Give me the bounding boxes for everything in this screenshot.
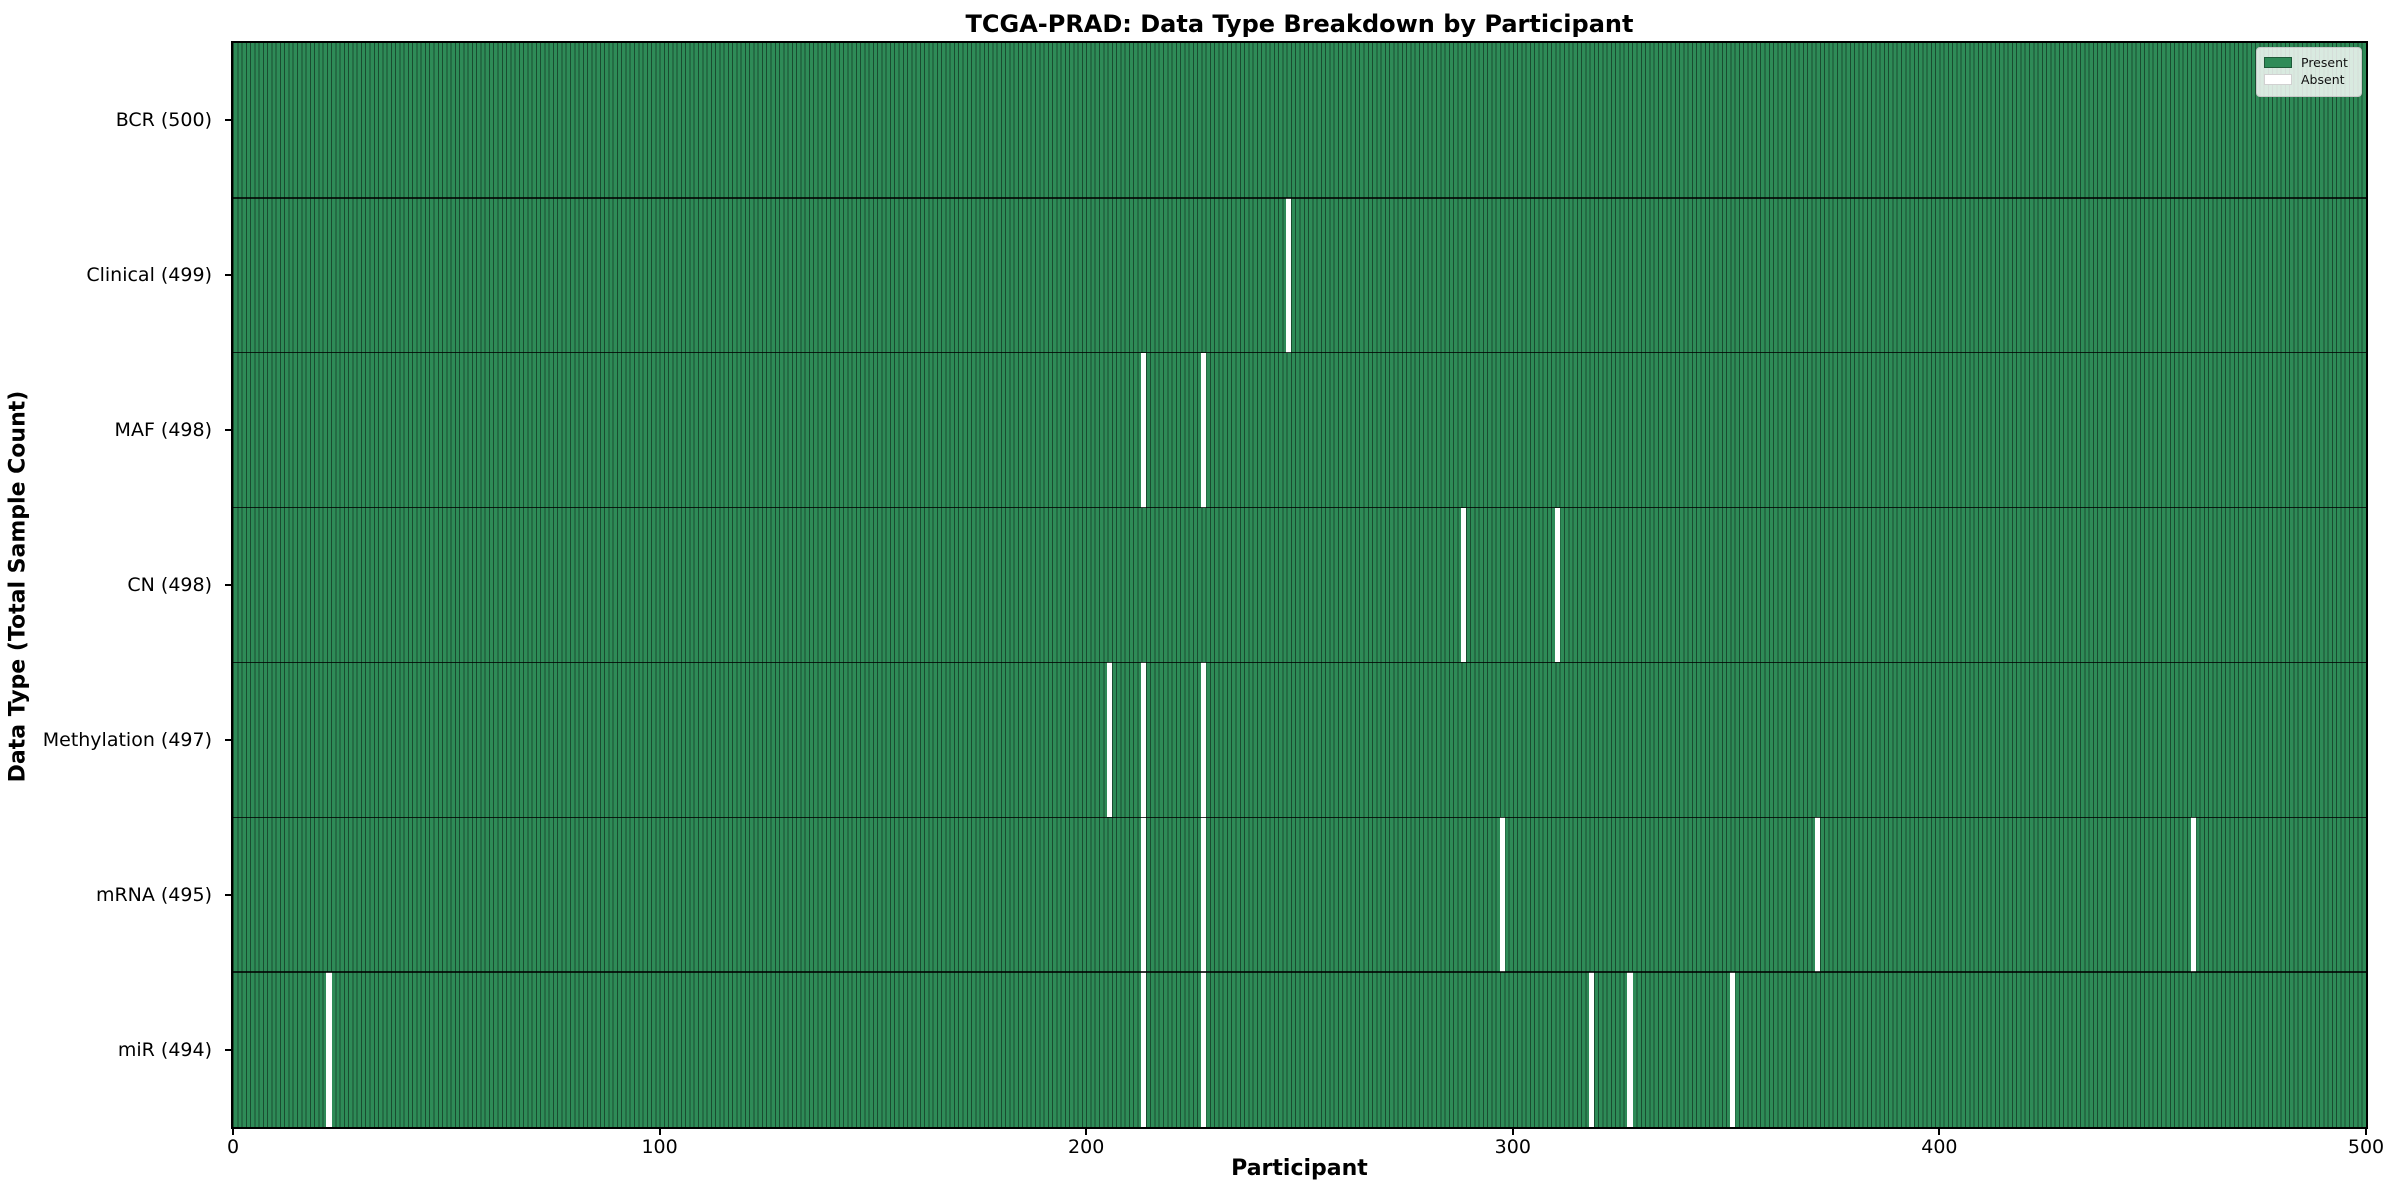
legend-entry-absent: Absent bbox=[2264, 71, 2353, 87]
heatmap-row-mrna bbox=[233, 817, 2366, 973]
legend-entry-present: Present bbox=[2264, 56, 2353, 70]
y-tick-mark bbox=[225, 119, 233, 122]
y-tick-mark bbox=[225, 429, 233, 432]
absent-gap-cn-310 bbox=[1554, 507, 1561, 663]
heatmap-row-methylation bbox=[233, 662, 2366, 818]
row-separator bbox=[233, 352, 2366, 354]
row-separator bbox=[233, 661, 2366, 664]
absent-gap-cn-288 bbox=[1461, 507, 1467, 663]
absent-gap-mrna-371 bbox=[1815, 817, 1821, 973]
x-tick-mark bbox=[1085, 1127, 1088, 1135]
row-separator bbox=[233, 506, 2366, 509]
heatmap-row-clinical bbox=[233, 197, 2366, 353]
y-tick-label-methylation: Methylation (497) bbox=[42, 728, 212, 751]
absent-gap-mrna-459 bbox=[2190, 817, 2196, 973]
absent-gap-mir-351 bbox=[1729, 972, 1736, 1127]
x-tick-label-500: 500 bbox=[2347, 1136, 2385, 1158]
absent-gap-methylation-213 bbox=[1141, 662, 1147, 818]
absent-gap-mrna-213 bbox=[1141, 817, 1147, 973]
row-separator bbox=[233, 971, 2366, 973]
absent-gap-mir-318 bbox=[1589, 972, 1595, 1127]
heatmap-row-bcr bbox=[233, 43, 2366, 198]
legend-label-present: Present bbox=[2301, 55, 2348, 70]
x-axis-label: Participant bbox=[1231, 1156, 1368, 1181]
row-separator bbox=[233, 816, 2366, 818]
x-tick-label-0: 0 bbox=[226, 1136, 240, 1158]
x-tick-label-400: 400 bbox=[1921, 1136, 1958, 1158]
absent-gap-methylation-227 bbox=[1200, 662, 1207, 818]
absent-gap-mrna-227 bbox=[1200, 817, 1207, 973]
heatmap-row-cn bbox=[233, 507, 2366, 663]
row-separator bbox=[233, 197, 2366, 199]
heatmap-row-mir bbox=[233, 972, 2366, 1127]
y-tick-label-bcr: BCR (500) bbox=[115, 109, 212, 132]
x-tick-mark bbox=[2365, 1127, 2367, 1135]
absent-gap-mir-227 bbox=[1200, 972, 1207, 1127]
y-tick-label-mrna: mRNA (495) bbox=[95, 883, 212, 906]
x-tick-label-300: 300 bbox=[1494, 1136, 1531, 1158]
absent-gap-maf-227 bbox=[1200, 352, 1207, 508]
plot-area bbox=[231, 41, 2368, 1129]
y-tick-mark bbox=[225, 274, 233, 277]
absent-gap-mir-327 bbox=[1627, 972, 1633, 1127]
x-tick-label-200: 200 bbox=[1068, 1136, 1105, 1158]
y-tick-label-mir: miR (494) bbox=[117, 1038, 212, 1061]
legend: Present Absent bbox=[2256, 47, 2362, 97]
x-tick-mark bbox=[658, 1127, 661, 1135]
y-tick-label-maf: MAF (498) bbox=[114, 419, 212, 442]
y-tick-mark bbox=[225, 738, 233, 741]
absent-gap-clinical-247 bbox=[1286, 197, 1292, 353]
y-tick-mark bbox=[225, 584, 233, 586]
chart-title: TCGA-PRAD: Data Type Breakdown by Partic… bbox=[965, 10, 1634, 38]
absent-gap-methylation-205 bbox=[1107, 662, 1113, 818]
legend-label-absent: Absent bbox=[2301, 71, 2345, 87]
x-tick-mark bbox=[1938, 1127, 1941, 1135]
x-tick-label-100: 100 bbox=[641, 1136, 678, 1158]
x-tick-mark bbox=[232, 1127, 234, 1135]
y-tick-label-cn: CN (498) bbox=[127, 574, 212, 596]
y-tick-label-clinical: Clinical (499) bbox=[86, 264, 212, 287]
legend-swatch-absent bbox=[2264, 74, 2292, 86]
heatmap-row-maf bbox=[233, 352, 2366, 508]
x-tick-mark bbox=[1511, 1127, 1514, 1135]
y-tick-mark bbox=[225, 893, 233, 896]
y-tick-mark bbox=[225, 1048, 233, 1051]
absent-gap-mrna-297 bbox=[1499, 817, 1505, 973]
absent-gap-mir-22 bbox=[326, 972, 332, 1127]
absent-gap-mir-213 bbox=[1141, 972, 1147, 1127]
legend-swatch-present bbox=[2264, 57, 2292, 69]
absent-gap-maf-213 bbox=[1141, 352, 1147, 508]
